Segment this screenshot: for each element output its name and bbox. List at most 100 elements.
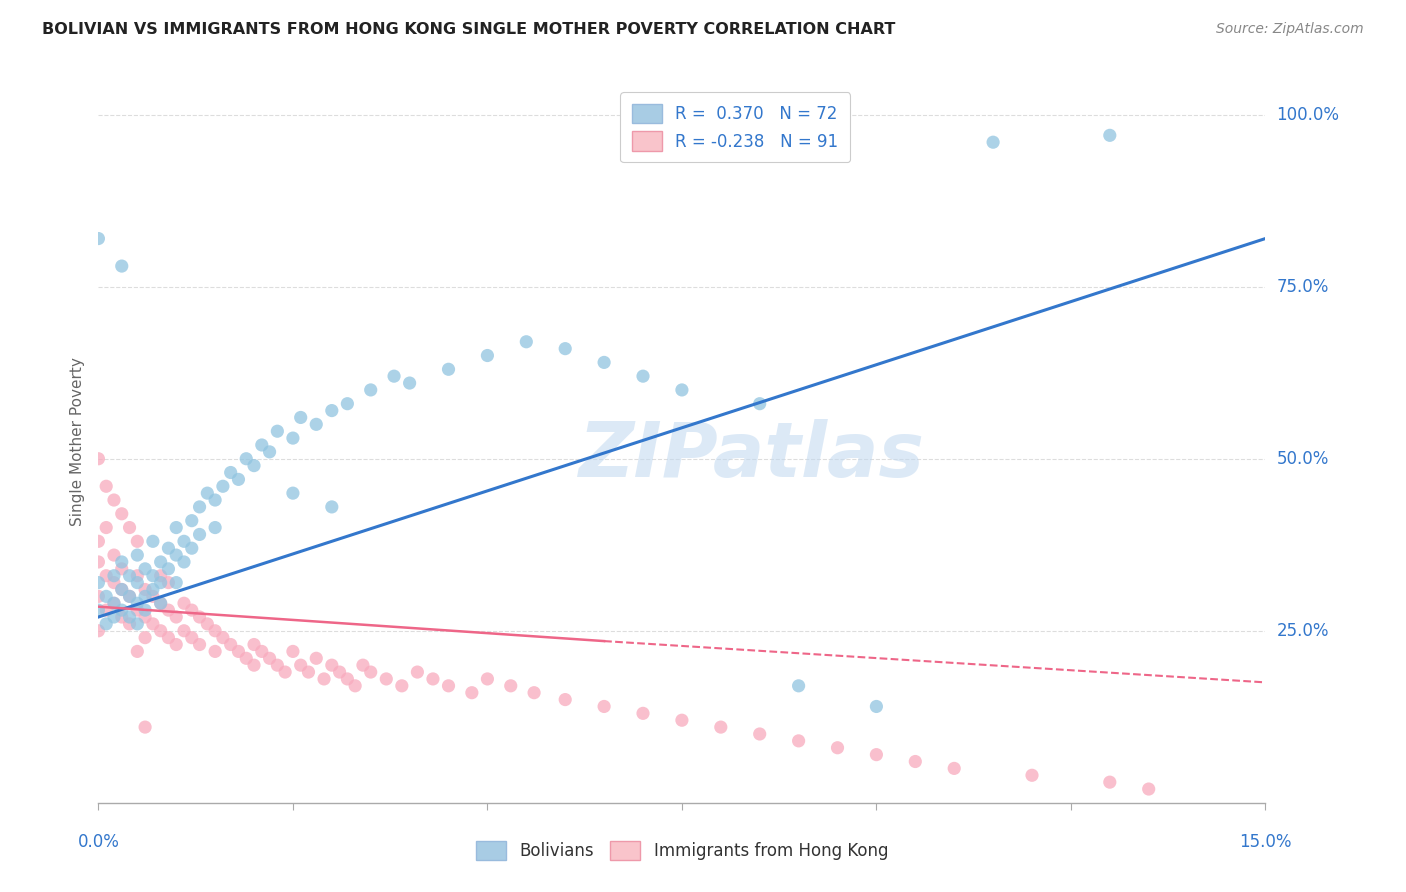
Point: [103, 568, 125, 582]
Point: [281, 644, 304, 658]
Point: [336, 397, 359, 411]
Point: [96, 479, 118, 493]
Point: [111, 507, 134, 521]
Point: [127, 644, 149, 658]
Point: [375, 672, 398, 686]
Point: [111, 555, 134, 569]
Point: [134, 610, 156, 624]
Point: [204, 624, 226, 638]
Point: [235, 651, 257, 665]
Point: [165, 638, 187, 652]
Point: [149, 596, 172, 610]
Point: [103, 596, 125, 610]
Point: [266, 424, 288, 438]
Point: [103, 548, 125, 562]
Point: [96, 590, 118, 604]
Point: [274, 665, 297, 679]
Point: [142, 616, 165, 631]
Point: [142, 534, 165, 549]
Point: [165, 575, 187, 590]
Point: [297, 665, 319, 679]
Point: [188, 527, 211, 541]
Point: [118, 568, 141, 582]
Point: [250, 438, 273, 452]
Point: [477, 349, 499, 363]
Point: [250, 644, 273, 658]
Point: [422, 672, 444, 686]
Point: [382, 369, 405, 384]
Point: [127, 603, 149, 617]
Point: [173, 534, 195, 549]
Point: [259, 445, 281, 459]
Point: [111, 562, 134, 576]
Point: [243, 658, 266, 673]
Point: [554, 342, 576, 356]
Point: [188, 638, 211, 652]
Point: [134, 590, 156, 604]
Point: [127, 575, 149, 590]
Point: [671, 383, 693, 397]
Point: [981, 135, 1004, 149]
Point: [149, 624, 172, 638]
Point: [1137, 782, 1160, 797]
Point: [157, 575, 180, 590]
Point: [904, 755, 927, 769]
Point: [461, 686, 484, 700]
Point: [281, 431, 304, 445]
Text: 75.0%: 75.0%: [1277, 277, 1329, 296]
Point: [127, 616, 149, 631]
Text: Source: ZipAtlas.com: Source: ZipAtlas.com: [1216, 22, 1364, 37]
Point: [96, 520, 118, 534]
Point: [593, 355, 616, 369]
Point: [149, 555, 172, 569]
Point: [204, 493, 226, 508]
Point: [219, 638, 242, 652]
Point: [96, 603, 118, 617]
Point: [321, 403, 343, 417]
Point: [1098, 775, 1121, 789]
Point: [243, 458, 266, 473]
Point: [87, 575, 110, 590]
Point: [165, 520, 187, 534]
Point: [631, 369, 654, 384]
Point: [173, 596, 195, 610]
Point: [827, 740, 849, 755]
Point: [290, 410, 312, 425]
Point: [235, 451, 257, 466]
Point: [180, 514, 202, 528]
Point: [228, 472, 250, 486]
Point: [87, 590, 110, 604]
Point: [134, 720, 156, 734]
Point: [142, 568, 165, 582]
Point: [118, 616, 141, 631]
Point: [266, 658, 288, 673]
Point: [103, 596, 125, 610]
Point: [127, 534, 149, 549]
Point: [321, 658, 343, 673]
Point: [96, 616, 118, 631]
Point: [406, 665, 429, 679]
Point: [96, 568, 118, 582]
Point: [523, 686, 546, 700]
Point: [593, 699, 616, 714]
Text: 25.0%: 25.0%: [1277, 622, 1329, 640]
Text: ZIPatlas: ZIPatlas: [579, 419, 925, 493]
Point: [312, 672, 335, 686]
Point: [305, 651, 328, 665]
Point: [290, 658, 312, 673]
Legend: Bolivians, Immigrants from Hong Kong: Bolivians, Immigrants from Hong Kong: [470, 834, 894, 867]
Point: [671, 713, 693, 727]
Point: [631, 706, 654, 721]
Point: [554, 692, 576, 706]
Point: [142, 590, 165, 604]
Point: [157, 541, 180, 556]
Point: [243, 638, 266, 652]
Text: BOLIVIAN VS IMMIGRANTS FROM HONG KONG SINGLE MOTHER POVERTY CORRELATION CHART: BOLIVIAN VS IMMIGRANTS FROM HONG KONG SI…: [42, 22, 896, 37]
Point: [360, 383, 382, 397]
Point: [515, 334, 537, 349]
Point: [127, 568, 149, 582]
Point: [149, 568, 172, 582]
Point: [134, 582, 156, 597]
Point: [149, 575, 172, 590]
Point: [204, 644, 226, 658]
